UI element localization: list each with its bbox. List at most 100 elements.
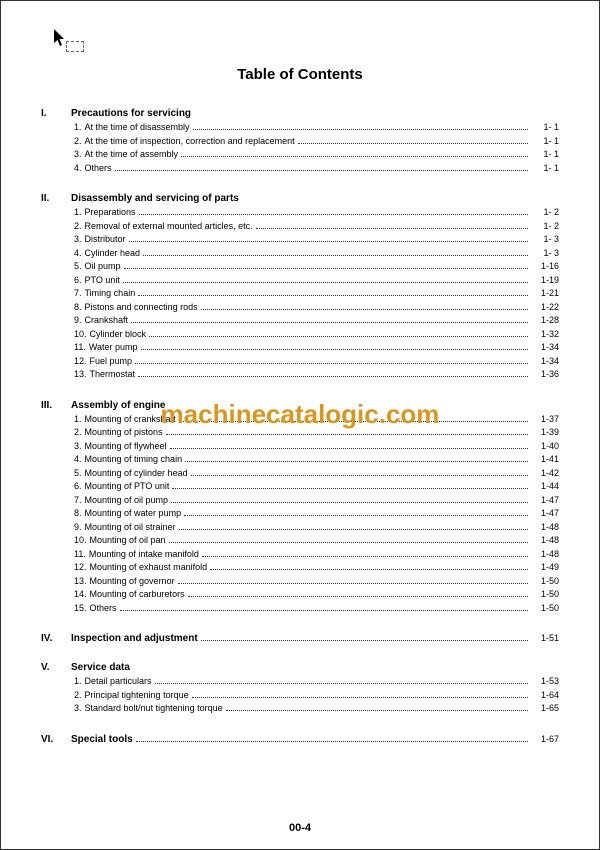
page-reference: 1-19 [531, 274, 559, 288]
section-title: Inspection and adjustment [71, 633, 198, 644]
toc-item: 13.Thermostat1-36 [74, 368, 559, 382]
toc-item: 7.Mounting of oil pump1-47 [74, 494, 559, 508]
page-reference: 1-32 [531, 328, 559, 342]
leader-dots [129, 241, 528, 242]
item-number: 1. [74, 206, 82, 220]
item-label: Preparations [85, 206, 136, 220]
section-number: III. [41, 400, 71, 411]
toc-item: 4.Others1- 1 [74, 162, 559, 176]
item-number: 1. [74, 413, 82, 427]
item-label: Pistons and connecting rods [85, 301, 198, 315]
page-reference: 1-67 [531, 734, 559, 744]
item-label: At the time of inspection, correction an… [85, 135, 295, 149]
leader-dots [202, 556, 528, 557]
toc-item: 6.PTO unit1-19 [74, 274, 559, 288]
item-number: 15. [74, 602, 87, 616]
toc-item: 12.Fuel pump1-34 [74, 355, 559, 369]
item-number: 2. [74, 220, 82, 234]
leader-dots [192, 697, 528, 698]
leader-dots [185, 461, 528, 462]
item-label: Mounting of PTO unit [85, 480, 170, 494]
item-number: 11. [74, 341, 86, 355]
item-number: 10. [74, 534, 87, 548]
leader-dots [179, 421, 528, 422]
section-title: Special tools [71, 734, 133, 745]
toc-item: 2.Removal of external mounted articles, … [74, 220, 559, 234]
leader-dots [256, 228, 528, 229]
leader-dots [141, 349, 528, 350]
table-of-contents: I.Precautions for servicing1.At the time… [41, 108, 559, 745]
page-reference: 1-48 [531, 521, 559, 535]
item-number: 6. [74, 274, 82, 288]
toc-section: II.Disassembly and servicing of parts1.P… [41, 193, 559, 382]
toc-item: 1.Detail particulars1-53 [74, 675, 559, 689]
item-label: Water pump [89, 341, 138, 355]
toc-section-header: V.Service data [41, 662, 559, 673]
toc-section-header: I.Precautions for servicing [41, 108, 559, 119]
leader-dots [210, 569, 528, 570]
toc-section-header: VI.Special tools 1-67 [41, 734, 559, 745]
page-reference: 1-50 [531, 602, 559, 616]
item-number: 2. [74, 135, 82, 149]
leader-dots [179, 529, 528, 530]
leader-dots [181, 156, 528, 157]
toc-item: 9.Mounting of oil strainer1-48 [74, 521, 559, 535]
page-reference: 1-41 [531, 453, 559, 467]
item-number: 4. [74, 162, 82, 176]
leader-dots [188, 596, 528, 597]
toc-item: 8.Mounting of water pump1-47 [74, 507, 559, 521]
item-number: 5. [74, 260, 82, 274]
toc-item: 5.Mounting of cylinder head1-42 [74, 467, 559, 481]
item-label: Mounting of intake manifold [89, 548, 199, 562]
leader-dots [115, 170, 528, 171]
cursor-selection-mark [56, 31, 86, 55]
leader-dots [191, 475, 528, 476]
page-reference: 1-51 [531, 633, 559, 643]
page-reference: 1-50 [531, 575, 559, 589]
section-title: Precautions for servicing [71, 108, 191, 119]
leader-dots [155, 683, 528, 684]
page-reference: 1-39 [531, 426, 559, 440]
item-label: Others [90, 602, 117, 616]
leader-dots [138, 295, 528, 296]
toc-item: 3.Standard bolt/nut tightening torque1-6… [74, 702, 559, 716]
leader-dots [149, 336, 528, 337]
page-reference: 1-64 [531, 689, 559, 703]
item-label: Fuel pump [90, 355, 133, 369]
item-label: Mounting of pistons [85, 426, 163, 440]
toc-item: 8.Pistons and connecting rods1-22 [74, 301, 559, 315]
item-number: 5. [74, 467, 82, 481]
leader-dots [193, 129, 528, 130]
item-number: 13. [74, 368, 87, 382]
item-label: Principal tightening torque [85, 689, 189, 703]
leader-dots [138, 376, 528, 377]
item-number: 1. [74, 121, 82, 135]
toc-item: 4.Mounting of timing chain1-41 [74, 453, 559, 467]
section-number: I. [41, 108, 71, 119]
toc-item: 10.Mounting of oil pan1-48 [74, 534, 559, 548]
page-title: Table of Contents [41, 66, 559, 83]
leader-dots [120, 610, 528, 611]
page-reference: 1-34 [531, 341, 559, 355]
page-reference: 1- 1 [531, 135, 559, 149]
page-reference: 1- 2 [531, 220, 559, 234]
item-label: Mounting of cylinder head [85, 467, 188, 481]
page-reference: 1-50 [531, 588, 559, 602]
item-label: Mounting of timing chain [85, 453, 183, 467]
leader-dots [201, 309, 528, 310]
item-number: 14. [74, 588, 87, 602]
leader-dots [184, 515, 528, 516]
section-title: Assembly of engine [71, 400, 165, 411]
toc-item: 2.Principal tightening torque 1-64 [74, 689, 559, 703]
toc-section: III.Assembly of engine1.Mounting of cran… [41, 400, 559, 616]
item-label: Mounting of water pump [85, 507, 182, 521]
section-number: VI. [41, 734, 71, 745]
page-reference: 1-36 [531, 368, 559, 382]
leader-dots [170, 448, 528, 449]
leader-dots [172, 488, 528, 489]
item-label: Timing chain [85, 287, 136, 301]
toc-item: 5.Oil pump1-16 [74, 260, 559, 274]
item-label: Distributor [85, 233, 126, 247]
leader-dots [178, 583, 528, 584]
item-number: 2. [74, 689, 82, 703]
